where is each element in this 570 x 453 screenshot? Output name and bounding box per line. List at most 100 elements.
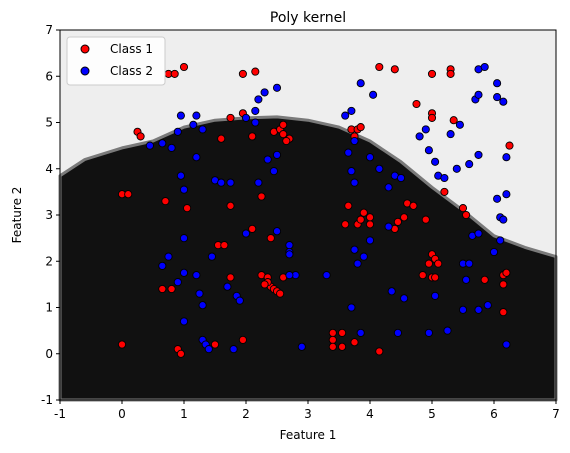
- point-class-1: [210, 340, 220, 349]
- y-tick-label: 1: [45, 301, 53, 315]
- point-class-1: [226, 273, 235, 282]
- point-class-1: [375, 347, 384, 356]
- point-class-2: [353, 259, 362, 268]
- point-class-1: [400, 213, 409, 222]
- point-class-2: [198, 125, 207, 134]
- legend-marker-class-2: [80, 66, 90, 76]
- point-class-1: [124, 190, 133, 199]
- point-class-1: [257, 192, 266, 201]
- point-class-1: [248, 224, 257, 233]
- point-class-2: [207, 252, 216, 261]
- point-class-1: [183, 204, 192, 213]
- point-class-2: [176, 171, 185, 180]
- point-class-2: [347, 167, 356, 176]
- point-class-1: [338, 342, 347, 351]
- point-class-1: [446, 69, 455, 78]
- point-class-1: [427, 69, 437, 78]
- legend-marker-class-1: [80, 44, 90, 54]
- point-class-2: [204, 345, 213, 354]
- x-axis-label: Feature 1: [280, 428, 337, 442]
- point-class-1: [418, 271, 427, 280]
- point-class-2: [396, 173, 406, 183]
- point-class-2: [393, 328, 402, 337]
- point-class-2: [173, 278, 182, 287]
- point-class-2: [431, 291, 440, 300]
- point-class-2: [496, 236, 505, 245]
- point-class-2: [192, 111, 201, 120]
- point-class-1: [480, 275, 489, 284]
- point-class-1: [217, 134, 226, 143]
- point-class-1: [328, 335, 337, 344]
- point-class-2: [158, 261, 167, 270]
- point-class-2: [452, 164, 461, 173]
- point-class-2: [465, 259, 474, 268]
- point-class-1: [375, 62, 384, 72]
- point-class-1: [356, 215, 365, 224]
- point-class-2: [158, 139, 167, 148]
- point-class-1: [421, 215, 430, 224]
- point-class-2: [235, 296, 244, 305]
- point-class-2: [176, 111, 185, 120]
- point-class-1: [260, 280, 269, 289]
- point-class-2: [189, 120, 198, 129]
- point-class-1: [390, 65, 399, 74]
- point-class-2: [493, 194, 502, 203]
- y-tick-label: 4: [45, 162, 53, 176]
- legend-box: [66, 36, 166, 86]
- point-class-1: [328, 342, 337, 351]
- point-class-1: [279, 130, 288, 139]
- point-class-2: [446, 130, 455, 139]
- point-class-2: [285, 241, 294, 250]
- point-class-1: [350, 338, 359, 347]
- x-tick-label: 3: [304, 407, 312, 421]
- point-class-1: [502, 268, 511, 277]
- point-class-2: [145, 141, 154, 150]
- chart-title: Poly kernel: [270, 10, 346, 26]
- y-tick-label: 0: [45, 347, 53, 361]
- point-class-1: [365, 220, 375, 229]
- point-class-1: [117, 340, 127, 349]
- y-tick-label: -1: [41, 393, 53, 407]
- point-class-2: [356, 79, 365, 88]
- point-class-2: [384, 222, 393, 231]
- x-tick-label: 7: [552, 407, 560, 421]
- point-class-2: [384, 183, 393, 192]
- point-class-2: [192, 271, 201, 280]
- point-class-2: [198, 301, 207, 310]
- point-class-1: [393, 217, 402, 226]
- point-class-1: [158, 284, 167, 294]
- decision-regions: [58, 30, 558, 402]
- point-class-2: [421, 125, 430, 134]
- point-class-1: [427, 113, 437, 122]
- point-class-2: [285, 271, 294, 280]
- point-class-2: [164, 252, 173, 261]
- point-class-1: [341, 220, 350, 229]
- point-class-1: [440, 187, 449, 196]
- legend-label-class-2: Class 2: [110, 64, 153, 78]
- point-class-2: [375, 164, 384, 173]
- point-class-2: [502, 153, 511, 162]
- point-class-2: [251, 106, 260, 115]
- point-class-1: [505, 141, 514, 150]
- point-class-2: [297, 342, 306, 351]
- point-class-1: [499, 280, 508, 289]
- point-class-2: [489, 247, 499, 257]
- point-class-2: [458, 305, 468, 314]
- y-tick-label: 2: [45, 254, 53, 268]
- point-class-1: [161, 197, 170, 206]
- point-class-2: [192, 153, 201, 162]
- y-axis-label: Feature 2: [10, 187, 24, 244]
- point-class-2: [369, 90, 378, 99]
- point-class-1: [365, 213, 375, 222]
- y-tick-label: 3: [45, 208, 53, 222]
- point-class-1: [409, 201, 418, 210]
- point-class-2: [493, 79, 502, 88]
- point-class-2: [350, 178, 359, 187]
- point-class-2: [260, 88, 269, 97]
- point-class-1: [356, 123, 365, 132]
- point-class-2: [424, 328, 433, 337]
- point-class-2: [347, 106, 356, 115]
- point-class-2: [263, 155, 272, 164]
- legend: Class 1 Class 2: [66, 36, 166, 86]
- point-class-1: [220, 241, 229, 250]
